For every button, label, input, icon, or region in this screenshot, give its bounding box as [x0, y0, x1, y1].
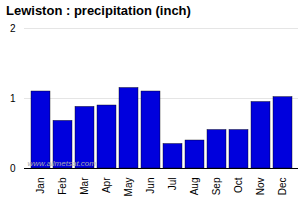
svg-text:Jan: Jan	[35, 178, 46, 194]
svg-text:2: 2	[10, 23, 16, 34]
svg-text:1: 1	[10, 93, 16, 104]
svg-text:www.allmetsat.com: www.allmetsat.com	[28, 159, 97, 168]
svg-text:Sep: Sep	[211, 177, 222, 195]
svg-text:Oct: Oct	[233, 177, 244, 193]
svg-text:Dec: Dec	[277, 178, 288, 196]
svg-text:Feb: Feb	[57, 177, 68, 195]
svg-text:0: 0	[10, 163, 16, 174]
html-text:Lewiston : precipitation (inch: Lewiston : precipitation (inch)	[6, 3, 191, 18]
svg-text:Jul: Jul	[167, 178, 178, 191]
svg-text:Apr: Apr	[101, 177, 112, 193]
svg-text:May: May	[123, 178, 134, 197]
svg-text:Nov: Nov	[255, 178, 266, 196]
svg-text:Aug: Aug	[189, 178, 200, 196]
svg-text:Jun: Jun	[145, 178, 156, 194]
svg-text:Mar: Mar	[79, 177, 90, 195]
